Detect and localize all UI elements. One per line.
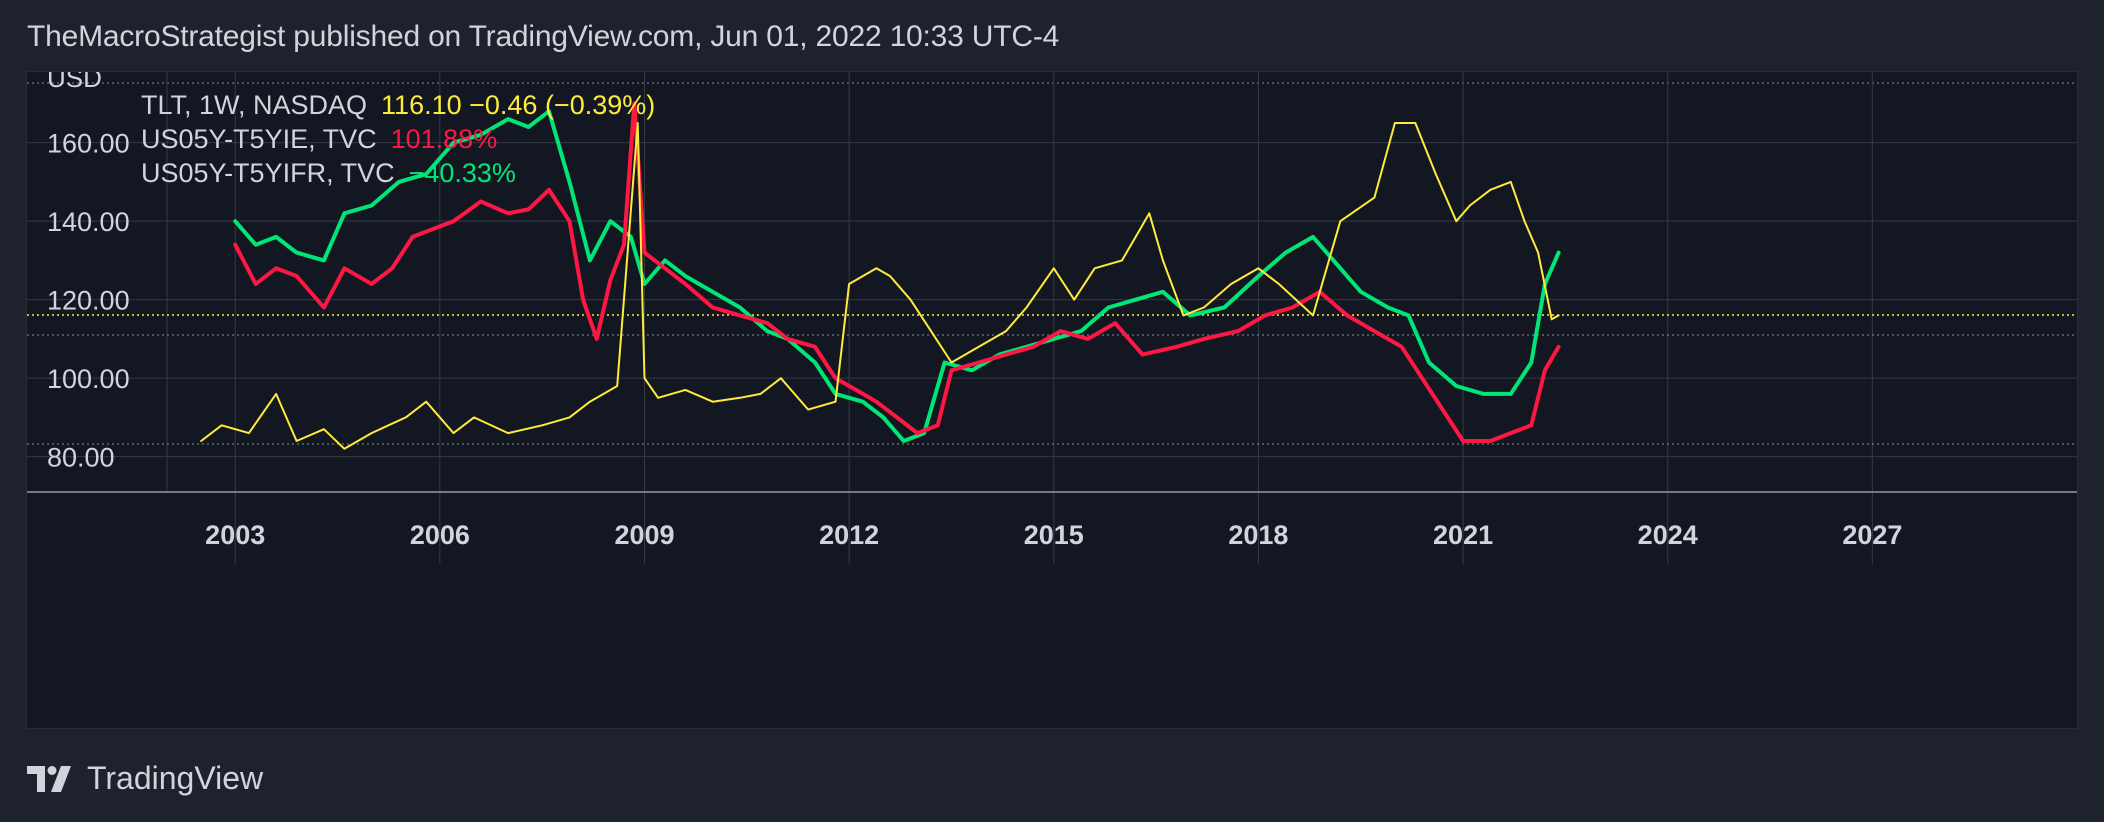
footer-branding: TradingView	[27, 760, 263, 797]
legend-item[interactable]: US05Y-T5YIFR, TVC −40.33%	[141, 158, 516, 188]
y-tick-label: 160.00	[47, 129, 130, 159]
legend-series-value: 101.88%	[391, 124, 498, 154]
y-tick-label: 100.00	[47, 364, 130, 394]
x-tick-label: 2012	[819, 520, 879, 550]
legend-item[interactable]: TLT, 1W, NASDAQ 116.10 −0.46 (−0.39%)	[141, 90, 655, 120]
tradingview-brand-text: TradingView	[87, 760, 264, 796]
x-tick-label: 2021	[1433, 520, 1493, 550]
x-tick-label: 2003	[205, 520, 265, 550]
legend-series-name: TLT, 1W, NASDAQ	[141, 90, 367, 120]
legend-series-name: US05Y-T5YIFR, TVC	[141, 158, 395, 188]
series-line-us05y_t5yie[interactable]	[233, 101, 1561, 443]
x-tick-label: 2024	[1638, 520, 1698, 550]
legend-series-value: 116.10 −0.46 (−0.39%)	[381, 90, 655, 120]
tradingview-logo-icon	[27, 765, 71, 792]
chart-svg[interactable]: 2003 2006 2009 2012 2015 2018 2021 2024 2027 80.0…	[27, 72, 2077, 728]
series-line-us05y_t5yifr[interactable]	[233, 109, 1561, 443]
y-tick-label: 140.00	[47, 207, 130, 237]
x-tick-label: 2027	[1842, 520, 1902, 550]
currency-label: USD	[47, 72, 102, 93]
x-tick-label: 2009	[614, 520, 674, 550]
x-tick-label: 2006	[410, 520, 470, 550]
publish-header: TheMacroStrategist published on TradingV…	[27, 20, 1060, 53]
legend-series-name: US05Y-T5YIE, TVC	[141, 124, 377, 154]
x-tick-label: 2015	[1024, 520, 1084, 550]
x-tick-label: 2018	[1228, 520, 1288, 550]
y-tick-label: 120.00	[47, 286, 130, 316]
series-line-tlt[interactable]	[200, 122, 1560, 450]
chart-panel[interactable]: 2003 2006 2009 2012 2015 2018 2021 2024 2027 80.0…	[26, 71, 2078, 729]
legend-item[interactable]: US05Y-T5YIE, TVC 101.88%	[141, 124, 497, 154]
y-tick-label: 80.00	[47, 443, 115, 473]
legend-series-value: −40.33%	[409, 158, 516, 188]
